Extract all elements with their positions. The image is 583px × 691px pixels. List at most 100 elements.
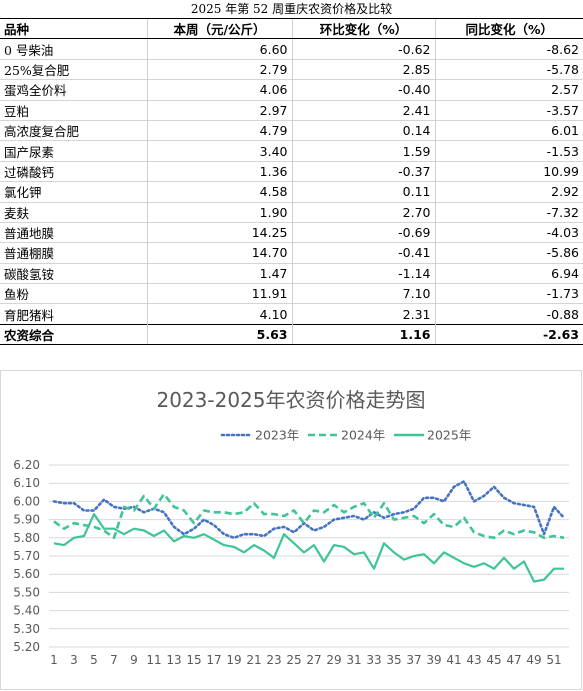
y-tick-label: 5.40 <box>13 604 40 618</box>
table-row: 豆粕 2.97 2.41 -3.57 <box>0 99 583 121</box>
cell-item: 碳酸氢铵 <box>0 262 147 284</box>
legend-label: 2025年 <box>427 428 471 443</box>
y-tick-label: 5.80 <box>13 531 40 545</box>
x-tick-label: 49 <box>526 653 541 667</box>
cell-mom-change: 2.41 <box>291 99 435 121</box>
x-tick-label: 9 <box>130 653 138 667</box>
cell-yoy-change: -5.86 <box>434 242 583 264</box>
x-tick-label: 43 <box>466 653 481 667</box>
x-tick-label: 37 <box>406 653 421 667</box>
table-row: 0 号柴油 6.60 -0.62 -8.62 <box>0 38 583 60</box>
table-row: 鱼粉 11.91 7.10 -1.73 <box>0 283 583 304</box>
header-mom-change: 环比变化（%） <box>291 17 435 40</box>
y-tick-label: 5.20 <box>13 640 40 654</box>
x-tick-label: 21 <box>246 653 261 667</box>
cell-price: 3.40 <box>146 140 292 162</box>
y-tick-label: 6.10 <box>13 476 40 490</box>
cell-mom-change: -0.37 <box>291 160 435 182</box>
cell-price: 2.97 <box>146 99 292 121</box>
x-tick-label: 51 <box>546 653 561 667</box>
cell-yoy-change: -7.32 <box>434 201 583 223</box>
y-tick-label: 6.00 <box>13 494 40 508</box>
table-row: 普通棚膜 14.70 -0.41 -5.86 <box>0 242 583 264</box>
cell-yoy-change: 10.99 <box>434 160 583 182</box>
chart-canvas: 2023-2025年农资价格走势图 2023年 2024年 2025年 5.20 5.30… <box>13 388 569 667</box>
series-line-1 <box>52 480 566 540</box>
cell-mom-change: -0.62 <box>291 38 435 60</box>
x-tick-label: 31 <box>346 653 361 667</box>
cell-item: 氯化钾 <box>0 181 147 203</box>
cell-price: 1.36 <box>146 160 292 182</box>
y-tick-label: 5.60 <box>13 567 40 581</box>
x-tick-label: 39 <box>426 653 441 667</box>
cell-item: 豆粕 <box>0 99 147 121</box>
cell-mom-change: 7.10 <box>291 283 435 304</box>
x-tick-label: 27 <box>306 653 321 667</box>
x-tick-label: 13 <box>166 653 181 667</box>
cell-item: 育肥猪料 <box>0 303 147 325</box>
total-yoy-change: -2.63 <box>434 323 583 346</box>
legend-label: 2023年 <box>255 428 299 443</box>
cell-item: 鱼粉 <box>0 283 147 304</box>
cell-mom-change: -0.69 <box>291 221 435 243</box>
total-price: 5.63 <box>146 323 292 346</box>
cell-yoy-change: -1.73 <box>434 283 583 304</box>
x-tick-label: 5 <box>90 653 98 667</box>
cell-yoy-change: 2.57 <box>434 79 583 101</box>
table-row: 国产尿素 3.40 1.59 -1.53 <box>0 140 583 162</box>
cell-item: 0 号柴油 <box>0 38 147 60</box>
cell-item: 麦麸 <box>0 201 147 223</box>
y-tick-label: 5.30 <box>13 622 40 636</box>
cell-yoy-change: -8.62 <box>434 38 583 60</box>
x-tick-label: 35 <box>386 653 401 667</box>
cell-item: 蛋鸡全价料 <box>0 79 147 101</box>
header-yoy-change: 同比变化（%） <box>434 17 583 40</box>
table-header-row: 品种 本周（元/公斤） 环比变化（%） 同比变化（%） <box>0 17 583 40</box>
y-tick-label: 5.50 <box>13 585 40 599</box>
x-tick-label: 33 <box>366 653 381 667</box>
x-tick-label: 29 <box>326 653 341 667</box>
legend-label: 2024年 <box>341 428 385 443</box>
cell-item: 普通棚膜 <box>0 242 147 264</box>
x-tick-label: 25 <box>286 653 301 667</box>
table-row: 碳酸氢铵 1.47 -1.14 6.94 <box>0 262 583 284</box>
table-row: 育肥猪料 4.10 2.31 -0.88 <box>0 303 583 325</box>
header-item: 品种 <box>0 17 147 40</box>
x-tick-label: 3 <box>70 653 78 667</box>
cell-mom-change: -0.40 <box>291 79 435 101</box>
y-tick-label: 5.90 <box>13 513 40 527</box>
cell-yoy-change: -0.88 <box>434 303 583 325</box>
table-row: 麦麸 1.90 2.70 -7.32 <box>0 201 583 223</box>
cell-yoy-change: 6.01 <box>434 119 583 141</box>
table-total-row: 农资综合 5.63 1.16 -2.63 <box>0 323 583 346</box>
cell-mom-change: -0.41 <box>291 242 435 264</box>
total-mom-change: 1.16 <box>291 323 435 346</box>
table-title: 2025 年第 52 周重庆农资价格及比较 <box>190 2 393 16</box>
header-price: 本周（元/公斤） <box>146 17 292 40</box>
cell-yoy-change: -3.57 <box>434 99 583 121</box>
cell-price: 11.91 <box>146 283 292 304</box>
cell-price: 6.60 <box>146 38 292 60</box>
cell-mom-change: 2.31 <box>291 303 435 325</box>
cell-mom-change: 2.85 <box>291 58 435 80</box>
x-tick-label: 15 <box>186 653 201 667</box>
cell-item: 普通地膜 <box>0 221 147 243</box>
price-table: 2025 年第 52 周重庆农资价格及比较 品种 本周（元/公斤） 环比变化（%… <box>0 0 583 346</box>
table-row: 高浓度复合肥 4.79 0.14 6.01 <box>0 119 583 141</box>
cell-price: 14.70 <box>146 242 292 264</box>
cell-mom-change: 2.70 <box>291 201 435 223</box>
cell-mom-change: 1.59 <box>291 140 435 162</box>
cell-item: 25%复合肥 <box>0 58 147 80</box>
cell-yoy-change: -4.03 <box>434 221 583 243</box>
table-row: 普通地膜 14.25 -0.69 -4.03 <box>0 221 583 243</box>
cell-price: 4.10 <box>146 303 292 325</box>
table-row: 过磷酸钙 1.36 -0.37 10.99 <box>0 160 583 182</box>
cell-price: 14.25 <box>146 221 292 243</box>
y-tick-label: 6.20 <box>13 458 40 472</box>
cell-yoy-change: 2.92 <box>434 181 583 203</box>
cell-yoy-change: -1.53 <box>434 140 583 162</box>
x-tick-label: 1 <box>50 653 58 667</box>
cell-item: 高浓度复合肥 <box>0 119 147 141</box>
x-tick-label: 11 <box>146 653 161 667</box>
cell-item: 过磷酸钙 <box>0 160 147 182</box>
